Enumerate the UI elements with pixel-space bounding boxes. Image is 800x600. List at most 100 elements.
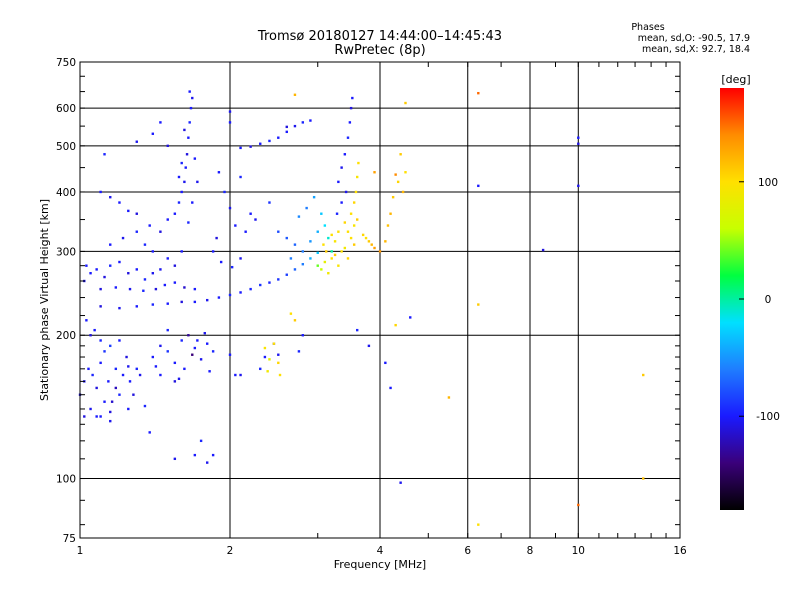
data-point	[642, 373, 645, 377]
data-point	[268, 139, 271, 143]
data-point	[99, 339, 102, 342]
data-point	[187, 221, 190, 224]
data-point	[277, 136, 280, 139]
x-tick-label: 2	[227, 545, 234, 557]
data-point	[87, 367, 90, 371]
data-point	[114, 386, 118, 390]
x-tick-label: 6	[464, 545, 471, 557]
data-point	[166, 144, 169, 148]
data-point	[277, 230, 280, 233]
data-point	[352, 243, 356, 246]
data-point	[188, 90, 191, 93]
data-point	[340, 166, 343, 169]
data-point	[477, 303, 480, 306]
data-point	[337, 264, 340, 267]
data-point	[259, 367, 262, 371]
data-point	[373, 171, 376, 174]
data-point	[107, 380, 110, 383]
data-point	[399, 481, 402, 484]
data-point	[228, 206, 232, 210]
x-tick-label: 10	[572, 545, 585, 557]
data-point	[143, 404, 147, 408]
data-point	[577, 503, 580, 507]
data-point	[109, 419, 112, 423]
data-point	[199, 358, 203, 361]
data-point	[180, 250, 183, 253]
data-point	[285, 130, 288, 134]
data-point	[143, 278, 147, 281]
data-point	[309, 257, 312, 260]
data-point	[151, 355, 155, 359]
data-point	[293, 124, 297, 128]
data-point	[320, 268, 323, 271]
y-axis-label: Stationary phase Virtual Height [km]	[38, 199, 51, 401]
data-point	[325, 250, 328, 253]
data-point	[173, 212, 177, 215]
data-point	[118, 201, 121, 204]
data-point	[394, 323, 397, 327]
data-point	[228, 293, 232, 297]
data-point	[188, 121, 191, 124]
data-point	[577, 136, 580, 139]
data-point	[263, 346, 267, 350]
data-point	[217, 171, 221, 174]
data-point	[208, 370, 211, 373]
data-point	[352, 201, 356, 204]
data-point	[337, 230, 340, 233]
data-point	[166, 257, 169, 260]
data-point	[173, 380, 177, 383]
colorbar-tick-label: -100	[756, 411, 780, 423]
data-point	[355, 175, 359, 179]
data-point	[268, 358, 271, 361]
data-point	[173, 264, 177, 267]
data-point	[285, 273, 288, 276]
data-point	[103, 275, 106, 279]
data-point	[322, 243, 325, 246]
y-tick-label: 400	[56, 187, 76, 199]
data-point	[352, 224, 356, 227]
data-point	[95, 386, 98, 390]
data-point	[297, 215, 301, 218]
data-point	[99, 305, 102, 308]
data-point	[159, 121, 162, 124]
data-point	[193, 157, 197, 160]
data-point	[316, 264, 319, 267]
data-point	[183, 286, 186, 289]
x-tick-label: 1	[77, 545, 84, 557]
data-point	[199, 439, 203, 443]
data-point	[346, 136, 350, 139]
data-point	[301, 263, 305, 266]
x-tick-label: 4	[377, 545, 384, 557]
data-point	[333, 240, 337, 243]
data-point	[330, 233, 333, 237]
x-tick-label: 8	[527, 545, 534, 557]
data-point	[118, 260, 121, 264]
data-point	[239, 146, 242, 150]
data-point	[177, 175, 181, 179]
data-point	[103, 400, 106, 403]
data-point	[189, 106, 193, 110]
data-point	[330, 250, 333, 253]
data-point	[193, 453, 197, 457]
data-point	[127, 407, 130, 411]
data-point	[109, 410, 112, 414]
data-point	[127, 365, 130, 368]
data-point	[351, 96, 354, 100]
data-point	[205, 461, 209, 464]
data-point	[159, 344, 162, 348]
data-point	[577, 184, 580, 188]
data-point	[293, 268, 297, 271]
data-point	[166, 328, 169, 332]
data-point	[159, 373, 162, 377]
data-point	[135, 305, 138, 308]
data-point	[373, 246, 376, 250]
data-point	[93, 328, 96, 332]
data-point	[293, 243, 297, 246]
data-point	[349, 106, 353, 110]
data-point	[343, 246, 347, 250]
data-point	[110, 400, 114, 403]
data-point	[277, 353, 280, 356]
data-point	[239, 373, 242, 377]
data-point	[323, 224, 327, 227]
data-point	[277, 361, 280, 365]
